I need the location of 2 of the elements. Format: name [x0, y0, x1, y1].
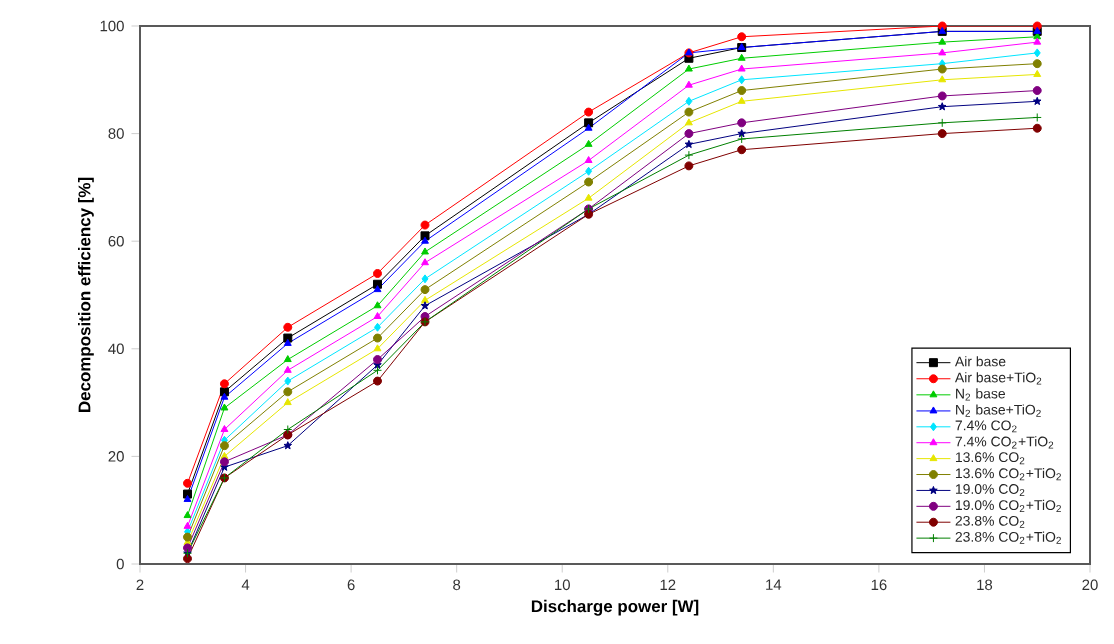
y-axis-title: Decomposition efficiency [%]	[78, 177, 94, 412]
x-axis-title: Discharge power [W]	[531, 599, 699, 616]
